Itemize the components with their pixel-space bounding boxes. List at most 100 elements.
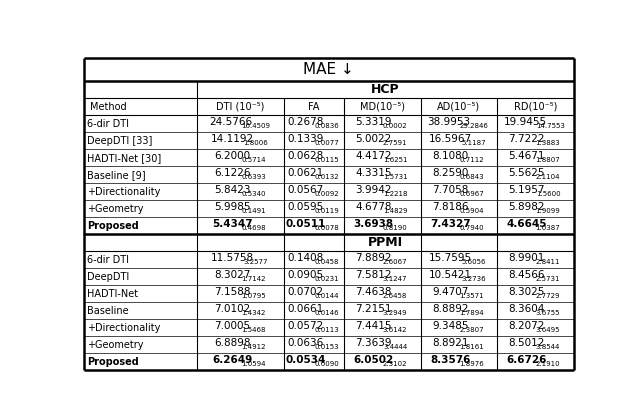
Text: 0.0077: 0.0077 — [315, 140, 339, 146]
Text: 5.1187: 5.1187 — [461, 140, 486, 146]
Text: 1.6251: 1.6251 — [383, 157, 407, 163]
Text: 0.0092: 0.0092 — [315, 191, 339, 197]
Text: 5.8423: 5.8423 — [214, 186, 250, 195]
Text: 5.6056: 5.6056 — [461, 259, 486, 265]
Text: 0.0595: 0.0595 — [287, 202, 324, 212]
Text: 1.7142: 1.7142 — [241, 276, 266, 282]
Text: 0.4698: 0.4698 — [241, 225, 266, 231]
Text: 1.8807: 1.8807 — [536, 157, 561, 163]
Text: 0.5714: 0.5714 — [241, 157, 266, 163]
Text: 15.7595: 15.7595 — [429, 253, 472, 264]
Text: 2.3807: 2.3807 — [460, 327, 484, 333]
Text: 0.2678: 0.2678 — [287, 117, 324, 127]
Text: 0.0002: 0.0002 — [383, 123, 408, 129]
Text: 8.9901: 8.9901 — [509, 253, 545, 264]
Text: 8.5012: 8.5012 — [509, 339, 545, 349]
Text: 4.6778: 4.6778 — [355, 202, 392, 212]
Text: 0.1491: 0.1491 — [241, 208, 266, 214]
Text: 8.8921: 8.8921 — [432, 339, 468, 349]
Text: 7.3639: 7.3639 — [355, 339, 392, 349]
Text: 3.6142: 3.6142 — [383, 327, 407, 333]
Text: HADTI-Net [30]: HADTI-Net [30] — [87, 153, 161, 163]
Text: 0.6393: 0.6393 — [241, 174, 266, 180]
Text: 0.0231: 0.0231 — [315, 276, 339, 282]
Text: 5.5625: 5.5625 — [509, 168, 545, 178]
Text: 0.8190: 0.8190 — [383, 225, 408, 231]
Text: 1.4342: 1.4342 — [241, 310, 266, 316]
Text: 2.7729: 2.7729 — [536, 293, 560, 299]
Text: 5.4671: 5.4671 — [509, 151, 545, 161]
Text: 5.0022: 5.0022 — [356, 134, 392, 145]
Text: 0.0572: 0.0572 — [287, 321, 324, 331]
Text: 7.0005: 7.0005 — [214, 321, 250, 331]
Text: 3.2736: 3.2736 — [461, 276, 486, 282]
Text: 0.0119: 0.0119 — [315, 208, 339, 214]
Text: 9.3485: 9.3485 — [432, 321, 468, 331]
Text: 2.5731: 2.5731 — [536, 276, 560, 282]
Text: 1.0387: 1.0387 — [536, 225, 561, 231]
Text: 2.8411: 2.8411 — [536, 259, 560, 265]
Text: 8.3027: 8.3027 — [214, 270, 250, 280]
Text: 0.6843: 0.6843 — [460, 174, 484, 180]
Text: 8.3576: 8.3576 — [430, 355, 470, 365]
Text: 16.5967: 16.5967 — [429, 134, 472, 145]
Text: 1.3883: 1.3883 — [536, 140, 561, 146]
Text: 7.7058: 7.7058 — [432, 186, 468, 195]
Text: HADTI-Net: HADTI-Net — [87, 289, 138, 299]
Text: 1.5468: 1.5468 — [241, 327, 266, 333]
Text: 0.0115: 0.0115 — [315, 157, 339, 163]
Text: 0.0153: 0.0153 — [315, 344, 339, 350]
Text: 1.4912: 1.4912 — [241, 344, 266, 350]
Text: 1.7894: 1.7894 — [460, 310, 484, 316]
Text: 6.2649: 6.2649 — [212, 355, 252, 365]
Text: Baseline [9]: Baseline [9] — [87, 170, 145, 180]
Text: +Geometry: +Geometry — [87, 204, 143, 214]
Text: 5.1957: 5.1957 — [509, 186, 545, 195]
Text: 0.0636: 0.0636 — [287, 339, 324, 349]
Text: 0.0458: 0.0458 — [315, 259, 339, 265]
Text: PPMI: PPMI — [367, 236, 403, 249]
Text: 6.2000: 6.2000 — [214, 151, 250, 161]
Text: 1.8976: 1.8976 — [459, 361, 484, 367]
Text: 7.8892: 7.8892 — [355, 253, 392, 264]
Text: MD(10⁻⁵): MD(10⁻⁵) — [360, 102, 404, 112]
Text: 14.1192: 14.1192 — [211, 134, 253, 145]
Text: +Directionality: +Directionality — [87, 187, 160, 197]
Text: 0.0534: 0.0534 — [285, 355, 326, 365]
Text: 0.5340: 0.5340 — [241, 191, 266, 197]
Text: RD(10⁻⁵): RD(10⁻⁵) — [513, 102, 557, 112]
Text: 0.0702: 0.0702 — [287, 287, 324, 297]
Text: Proposed: Proposed — [87, 357, 139, 367]
Text: 0.0132: 0.0132 — [315, 174, 339, 180]
Text: 0.0836: 0.0836 — [315, 123, 339, 129]
Text: 38.9953: 38.9953 — [428, 117, 470, 127]
Text: 2.7591: 2.7591 — [383, 140, 407, 146]
Text: 2.6458: 2.6458 — [383, 293, 407, 299]
Text: 8.2590: 8.2590 — [432, 168, 468, 178]
Text: 0.0628: 0.0628 — [287, 151, 324, 161]
Text: 7.0102: 7.0102 — [214, 305, 250, 314]
Text: 19.9455: 19.9455 — [504, 117, 547, 127]
Text: 29.2846: 29.2846 — [460, 123, 488, 129]
Text: 11.5758: 11.5758 — [211, 253, 253, 264]
Text: 0.0905: 0.0905 — [287, 270, 324, 280]
Text: AD(10⁻⁵): AD(10⁻⁵) — [437, 102, 481, 112]
Text: 14.7553: 14.7553 — [536, 123, 564, 129]
Text: DeepDTI: DeepDTI — [87, 272, 129, 282]
Text: 6-dir DTI: 6-dir DTI — [87, 255, 129, 265]
Text: 7.4638: 7.4638 — [355, 287, 392, 297]
Text: 1.4829: 1.4829 — [383, 208, 407, 214]
Text: 1.5600: 1.5600 — [536, 191, 561, 197]
Text: 3.6755: 3.6755 — [536, 310, 560, 316]
Text: Baseline: Baseline — [87, 306, 129, 316]
Text: 16.4509: 16.4509 — [241, 123, 270, 129]
Text: 0.0511: 0.0511 — [285, 220, 326, 230]
Text: 4.4172: 4.4172 — [355, 151, 392, 161]
Text: FA: FA — [308, 102, 320, 112]
Text: 3.6938: 3.6938 — [354, 220, 394, 230]
Text: 0.0146: 0.0146 — [315, 310, 339, 316]
Text: 0.0567: 0.0567 — [287, 186, 324, 195]
Text: 7.4415: 7.4415 — [355, 321, 392, 331]
Text: 7.2151: 7.2151 — [355, 305, 392, 314]
Text: 1.2218: 1.2218 — [383, 191, 407, 197]
